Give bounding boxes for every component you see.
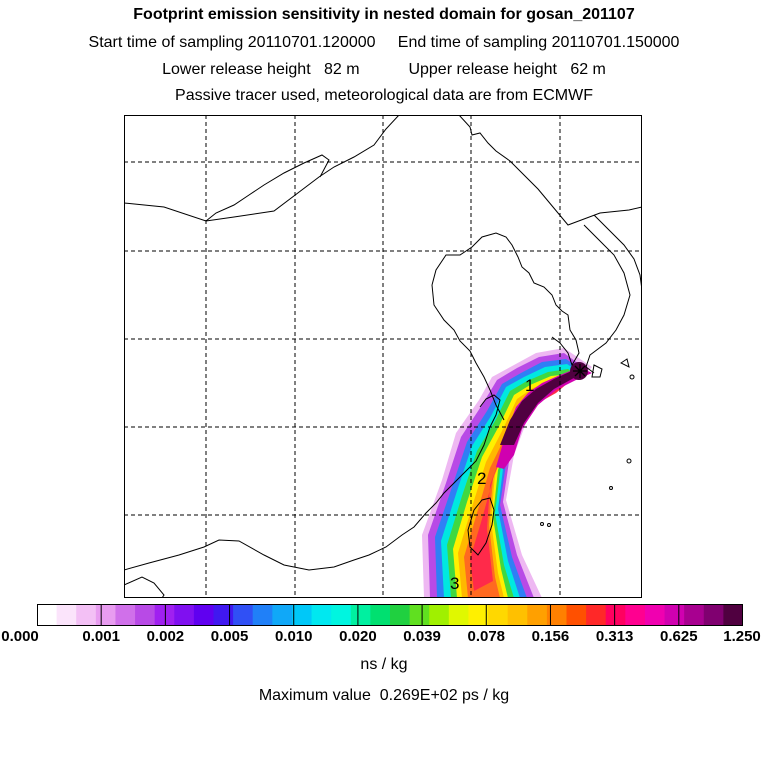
colorbar-swatch — [193, 604, 214, 626]
colorbar-swatch — [390, 604, 411, 626]
colorbar-swatch — [252, 604, 273, 626]
star-marker — [573, 364, 587, 378]
colorbar-swatch — [56, 604, 77, 626]
colorbar-swatch — [429, 604, 450, 626]
colorbar-swatch — [468, 604, 489, 626]
colorbar-swatch — [527, 604, 548, 626]
colorbar-tick-label: 0.020 — [339, 628, 377, 645]
colorbar-swatch — [566, 604, 587, 626]
colorbar-swatch — [409, 604, 430, 626]
colorbar-swatch — [723, 604, 743, 626]
colorbar-tick-label: 0.313 — [595, 628, 634, 645]
colorbar-swatch — [291, 604, 313, 626]
footprint-map: 1 2 3 — [124, 115, 642, 598]
plume-label-1: 1 — [525, 376, 534, 395]
colorbar-swatch — [448, 604, 469, 626]
colorbar-tick-label: 0.002 — [146, 628, 185, 645]
colorbar-swatch — [350, 604, 371, 626]
colorbar-tick-label: 0.000 — [1, 628, 39, 645]
colorbar-tick-label: 1.250 — [723, 628, 761, 645]
colorbar-swatch — [625, 604, 646, 626]
plume-label-3: 3 — [450, 574, 459, 593]
coastlines — [124, 115, 642, 598]
colorbar — [37, 604, 743, 626]
colorbar-border — [37, 604, 743, 626]
colorbar-tick-label: 0.001 — [82, 628, 120, 645]
colorbar-unit: ns / kg — [360, 656, 408, 673]
colorbar-tick-label: 0.156 — [531, 628, 570, 645]
colorbar-swatch — [586, 604, 607, 626]
tracer-info-line: Passive tracer used, meteorological data… — [175, 87, 593, 104]
colorbar-swatch — [233, 604, 254, 626]
colorbar-swatch — [684, 604, 705, 626]
release-height-line: Lower release height 82 m Upper release … — [162, 61, 606, 78]
colorbar-swatch — [95, 604, 116, 626]
colorbar-swatch — [644, 604, 666, 626]
colorbar-ticks: 0.000 0.001 0.002 0.005 0.010 0.020 0.039 0.078… — [0, 628, 768, 648]
colorbar-swatch — [331, 604, 352, 626]
colorbar-swatch — [488, 604, 509, 626]
maximum-value: Maximum value 0.269E+02 ps / kg — [258, 687, 510, 704]
colorbar-tick-label: 0.005 — [210, 628, 249, 645]
map-title: Footprint emission sensitivity in nested… — [133, 6, 635, 23]
colorbar-tick-label: 0.010 — [274, 628, 313, 645]
colorbar-swatch — [370, 604, 391, 626]
colorbar-swatch — [507, 604, 528, 626]
colorbar-swatch — [135, 604, 156, 626]
colorbar-swatch — [272, 604, 293, 626]
colorbar-swatch — [154, 604, 175, 626]
colorbar-tick-label: 0.078 — [467, 628, 506, 645]
colorbar-swatch — [115, 604, 136, 626]
colorbar-swatch — [311, 604, 332, 626]
colorbar-tick-label: 0.039 — [403, 628, 441, 645]
colorbar-swatch — [213, 604, 234, 626]
lat-lon-grid — [124, 115, 642, 598]
colorbar-tick-label: 0.625 — [660, 628, 698, 645]
colorbar-swatch — [546, 604, 567, 626]
colorbar-swatch — [703, 604, 724, 626]
colorbar-swatch — [605, 604, 626, 626]
colorbar-swatch — [37, 604, 58, 626]
sampling-time-line: Start time of sampling 20110701.120000 E… — [88, 34, 680, 51]
colorbar-swatch — [664, 604, 685, 626]
colorbar-swatch — [174, 604, 195, 626]
plume-label-2: 2 — [477, 469, 486, 488]
colorbar-swatch — [76, 604, 97, 626]
